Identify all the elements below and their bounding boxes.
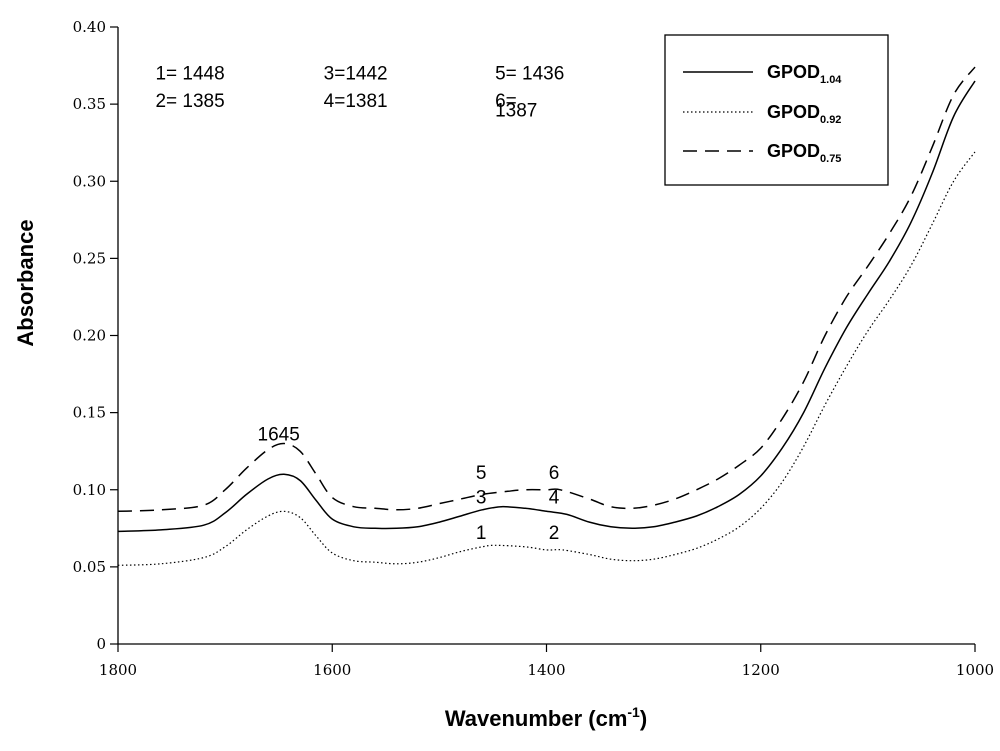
legend-box <box>664 34 889 186</box>
y-tick-label: 0.15 <box>73 404 106 422</box>
series-line-solid <box>117 80 976 533</box>
peak-label: 1 <box>476 523 487 544</box>
x-tick-label: 1800 <box>99 661 137 679</box>
peak-label: 3 <box>476 488 487 509</box>
legend: GPOD1.04 GPOD0.92 GPOD0.75 <box>664 34 889 186</box>
y-tick-label: 0.40 <box>73 18 106 36</box>
annotation-layer: 1645 5 6 3 4 1 2 1= 1448 2= 1385 3=1442 4=1381 5= 1… <box>155 63 564 544</box>
legend-label-3: GPOD0.75 <box>767 141 841 165</box>
legend-label-1-name: GPOD <box>767 62 820 82</box>
assignment-label: 1= 1448 <box>155 63 224 84</box>
y-tick-label: 0.20 <box>73 327 106 345</box>
peak-label: 6 <box>549 463 560 484</box>
x-tick-label: 1600 <box>313 661 351 679</box>
peak-label: 4 <box>549 488 560 509</box>
legend-label-1-sub: 1.04 <box>820 74 842 86</box>
peak-label: 1645 <box>258 424 300 445</box>
series-line-dotted <box>117 151 976 566</box>
y-tick-label: 0 <box>96 635 106 653</box>
x-axis-title-close: ) <box>640 706 647 731</box>
legend-label-3-sub: 0.75 <box>820 153 841 165</box>
y-ticks: 0 0.05 0.10 0.15 0.20 0.25 0.30 0.35 0.40 <box>73 18 118 653</box>
x-tick-label: 1000 <box>956 661 994 679</box>
legend-label-2-sub: 0.92 <box>820 114 841 126</box>
assignment-label: 1387 <box>495 100 537 121</box>
y-tick-label: 0.25 <box>73 249 106 267</box>
x-axis-title-text: Wavenumber (cm <box>445 706 628 731</box>
series-line-dashed <box>117 66 976 513</box>
legend-label-2: GPOD0.92 <box>767 102 841 126</box>
peak-label: 5 <box>476 463 487 484</box>
x-axis-title-superscript: -1 <box>627 704 640 720</box>
assignment-label: 2= 1385 <box>155 91 224 112</box>
x-tick-label: 1400 <box>527 661 565 679</box>
y-tick-label: 0.10 <box>73 481 106 499</box>
y-axis-title: Absorbance <box>13 219 38 346</box>
assignment-label: 6= <box>495 91 517 112</box>
x-ticks: 1800 1600 1400 1200 1000 <box>99 644 994 679</box>
legend-label-2-name: GPOD <box>767 102 820 122</box>
x-tick-label: 1200 <box>742 661 780 679</box>
legend-label-3-name: GPOD <box>767 141 820 161</box>
assignment-label: 5= 1436 <box>495 63 564 84</box>
y-tick-label: 0.35 <box>73 95 106 113</box>
x-axis-title: Wavenumber (cm-1) <box>445 704 647 731</box>
y-tick-label: 0.05 <box>73 558 106 576</box>
series-layer <box>117 66 976 566</box>
assignment-label: 3=1442 <box>324 63 388 84</box>
y-tick-label: 0.30 <box>73 172 106 190</box>
legend-label-1: GPOD1.04 <box>767 62 842 86</box>
peak-label: 2 <box>549 523 560 544</box>
assignment-label: 4=1381 <box>324 91 388 112</box>
